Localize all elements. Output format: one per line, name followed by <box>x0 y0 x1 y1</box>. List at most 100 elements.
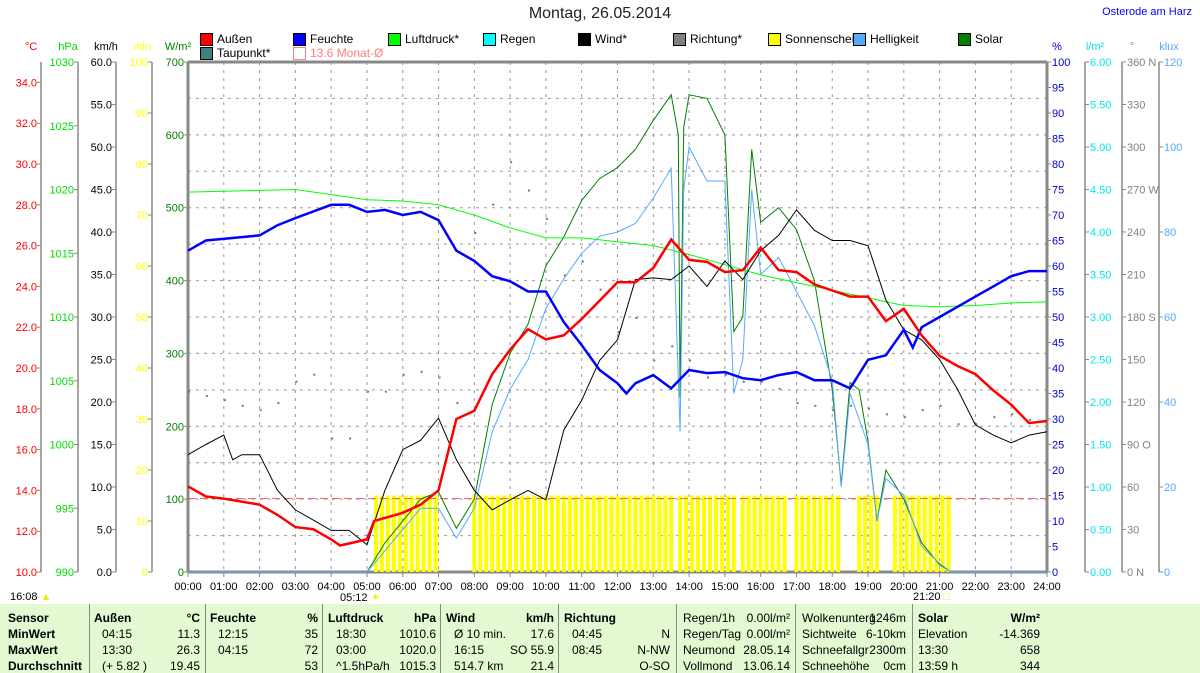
x-tick-label: 14:00 <box>675 581 703 593</box>
direction-point <box>241 404 244 407</box>
axis-tick-label: 18.0 <box>16 404 37 416</box>
x-tick-label: 18:00 <box>818 581 846 593</box>
series-helligkeit <box>188 145 1047 573</box>
axis-unit: °C <box>25 41 37 53</box>
axis-tick-label: 20 <box>136 465 148 477</box>
x-tick-label: 23:00 <box>997 581 1025 593</box>
table-cell: 16:15 <box>454 643 485 657</box>
axis-tick-label: 30 <box>1127 525 1139 537</box>
sunshine-bar <box>922 495 927 572</box>
table-cell: °C <box>186 611 200 625</box>
legend-item: Taupunkt* <box>200 46 270 60</box>
direction-point <box>921 409 924 412</box>
axis-tick-label: 600 <box>166 130 184 142</box>
axis-tick-label: 1.00 <box>1090 482 1111 494</box>
table-cell: 13:30 <box>918 643 949 657</box>
axis-tick-label: 25.0 <box>91 355 112 367</box>
table-separator <box>89 604 90 673</box>
axis-tick-label: 30.0 <box>16 159 37 171</box>
table-cell: 13:30 <box>102 643 133 657</box>
table-cell: 1246m <box>869 611 906 625</box>
axis-tick-label: 45 <box>1052 338 1064 350</box>
axis-tick-label: 0 <box>142 567 148 579</box>
axis-tick-label: 50 <box>136 312 148 324</box>
axis-tick-label: 50.0 <box>91 142 112 154</box>
sunshine-bar <box>427 495 432 572</box>
table-cell: 35 <box>304 627 318 641</box>
sunshine-bar <box>678 495 683 572</box>
direction-point <box>653 359 656 362</box>
direction-point <box>205 394 208 397</box>
table-cell: 72 <box>304 643 318 657</box>
sunshine-bar <box>946 495 951 572</box>
axis-tick-label: 400 <box>166 276 184 288</box>
sunset: 21:20 □ <box>913 591 950 603</box>
table-cell: 12:15 <box>218 627 249 641</box>
sunshine-bar <box>379 495 384 572</box>
axis-tick-label: 10.0 <box>16 567 37 579</box>
table-cell: 1020.0 <box>399 643 436 657</box>
table-cell: Regen/1h <box>683 611 736 625</box>
sunshine-bar <box>874 495 879 572</box>
axis-tick-label: 100 <box>130 57 148 69</box>
x-tick-label: 24:00 <box>1033 581 1061 593</box>
sunrise: 05:12 ☀ <box>340 591 380 604</box>
axis-tick-label: 1000 <box>50 440 74 452</box>
direction-point <box>277 402 280 404</box>
sunshine-bar <box>514 495 519 572</box>
legend-label: Richtung* <box>690 32 743 46</box>
x-tick-label: 06:00 <box>389 581 417 593</box>
sunshine-bar <box>415 495 420 572</box>
sunshine-bar <box>869 495 874 572</box>
legend-item: 13.6 Monat-Ø <box>293 46 383 60</box>
axis-tick-label: 40 <box>1052 363 1064 375</box>
table-cell: 04:15 <box>218 643 249 657</box>
legend-label: Sonnenschein <box>785 32 862 46</box>
axis-tick-label: 90 O <box>1127 440 1151 452</box>
sunshine-bar <box>490 495 495 572</box>
axis-unit: W/m² <box>165 41 192 53</box>
axis-tick-label: 20.0 <box>16 363 37 375</box>
table-cell: 13:59 h <box>918 659 959 673</box>
axis-tick-label: 100 <box>1164 142 1182 154</box>
x-tick-label: 09:00 <box>496 581 524 593</box>
table-cell: Vollmond <box>683 659 733 673</box>
axis-tick-label: 2.00 <box>1090 397 1111 409</box>
sunshine-bar <box>782 495 787 572</box>
axis-tick-label: 60.0 <box>91 57 112 69</box>
axis-tick-label: 55 <box>1052 287 1064 299</box>
legend-swatch <box>853 32 866 46</box>
direction-point <box>420 370 423 373</box>
direction-point <box>742 380 745 383</box>
legend-item: Regen <box>483 32 535 46</box>
axis-tick-label: 15 <box>1052 491 1064 503</box>
location-link[interactable]: Osterode am Harz <box>1102 6 1192 18</box>
sun-icon: ☀ <box>370 592 381 604</box>
table-cell: km/h <box>525 611 554 625</box>
x-tick-label: 22:00 <box>962 581 990 593</box>
axis-tick-label: 300 <box>166 348 184 360</box>
axis-tick-label: 45.0 <box>91 185 112 197</box>
series-wind <box>187 209 1048 546</box>
axis-tick-label: 65 <box>1052 236 1064 248</box>
sunshine-bar <box>385 495 390 572</box>
axis-tick-label: 40 <box>136 363 148 375</box>
axis-tick-label: 10 <box>1052 516 1064 528</box>
sunshine-bar <box>561 495 566 572</box>
sunshine-bar <box>573 495 578 572</box>
sunshine-bar <box>663 495 668 572</box>
direction-point <box>993 416 996 419</box>
x-tick-label: 03:00 <box>282 581 310 593</box>
legend-label: Helligkeit <box>870 32 919 46</box>
sunshine-bar <box>591 495 596 572</box>
axis-tick-label: 24.0 <box>16 281 37 293</box>
sunshine-bar <box>579 495 584 572</box>
direction-point <box>778 387 781 390</box>
direction-point <box>617 331 620 334</box>
table-separator <box>795 604 796 673</box>
axis-tick-label: 0 <box>178 567 184 579</box>
direction-point <box>850 404 853 407</box>
axis-tick-label: 500 <box>166 203 184 215</box>
sunshine-bar <box>567 495 572 572</box>
table-cell: 26.3 <box>176 643 200 657</box>
